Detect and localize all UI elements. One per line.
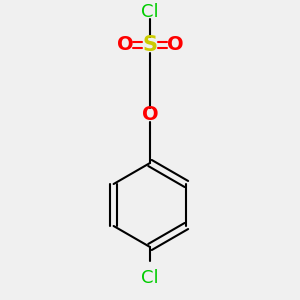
- Text: Cl: Cl: [141, 3, 159, 21]
- Text: Cl: Cl: [141, 269, 159, 287]
- Text: O: O: [167, 35, 183, 55]
- Text: O: O: [117, 35, 133, 55]
- Text: O: O: [142, 106, 158, 124]
- Text: S: S: [142, 35, 158, 55]
